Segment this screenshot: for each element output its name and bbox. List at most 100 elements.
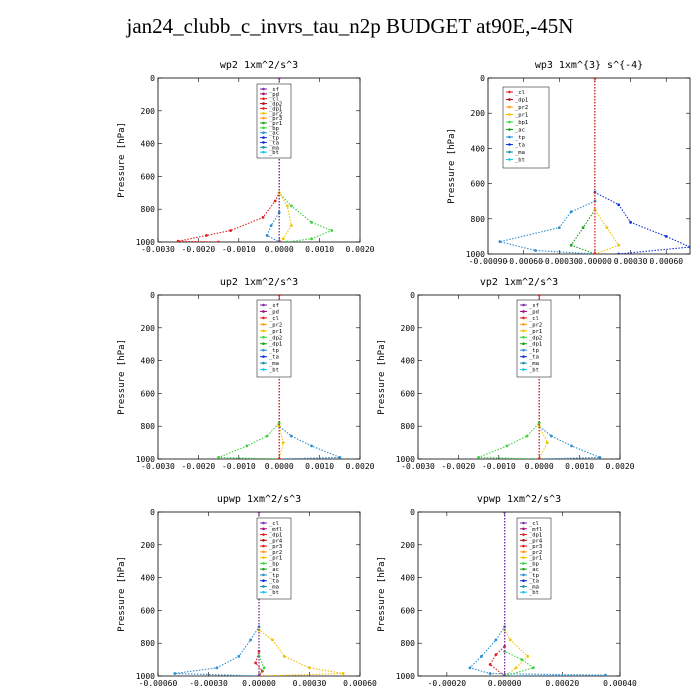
panel-title: wp3 1xm^{3} s^{-4}: [535, 60, 643, 71]
legend-entry: _pr2: [269, 111, 282, 117]
legend-marker: [508, 113, 511, 116]
legend-entry: _dp1: [269, 533, 282, 539]
legend-entry: _ma: [269, 145, 279, 151]
y-tick-label: 800: [401, 639, 416, 648]
legend-entry: _cl: [269, 316, 279, 322]
legend-marker: [262, 533, 265, 536]
legend-entry: _pr3: [269, 116, 282, 122]
series-point: [215, 666, 219, 670]
series-point: [498, 240, 502, 244]
legend-marker: [262, 92, 265, 96]
legend-entry: _tp: [269, 136, 279, 142]
legend-entry: _ma: [529, 584, 539, 590]
legend-entry: _pr1: [529, 329, 542, 335]
y-tick-label: 0: [150, 291, 155, 300]
x-tick-label: -0.0030: [141, 245, 175, 254]
legend-box: [256, 83, 292, 159]
series-point: [282, 654, 286, 658]
series-line-pr1: [278, 295, 284, 459]
x-tick-label: -0.0010: [222, 462, 256, 471]
series-point: [468, 666, 472, 670]
legend-marker: [262, 342, 265, 346]
legend-entry: _cl: [529, 316, 539, 322]
legend: _cl _dp1_pr2 _pr1_bp1 _ac_tp _ta_ma _bt: [502, 86, 550, 169]
series-point: [308, 666, 311, 670]
series-point: [514, 666, 518, 670]
legend-marker: [262, 97, 265, 101]
legend-entry: _tp: [529, 573, 539, 579]
series-point: [285, 240, 289, 242]
y-axis-label: Pressure [hPa]: [117, 122, 127, 198]
legend-entry: _ac: [269, 131, 279, 137]
legend-entry: _pd: [269, 309, 279, 315]
legend-entry: _dp1: [529, 342, 542, 348]
series-line-dp2: [218, 295, 280, 459]
budget-panel: vpwp 1xm^2/s^3 Pressure [hPa] 0 200 400 600 80…: [377, 494, 637, 688]
legend-entry: _bp1: [515, 120, 528, 126]
series-point: [664, 235, 668, 238]
x-tick-label: 0.00000: [578, 257, 612, 266]
y-tick-label: 0: [410, 291, 415, 300]
legend-box: [256, 299, 292, 378]
y-tick-label: 200: [471, 109, 486, 118]
series-point: [277, 424, 281, 428]
x-tick-label: -0.0020: [442, 462, 476, 471]
series-line-tp: [174, 512, 260, 676]
x-tick-label: 0.0020: [346, 245, 375, 254]
legend-marker: [262, 539, 265, 542]
series-point: [310, 220, 313, 224]
legend-entry: _bt: [515, 158, 525, 164]
legend-entry: _cl: [529, 521, 539, 527]
x-tick-label: 0.0020: [346, 462, 375, 471]
legend-marker: [262, 521, 265, 525]
budget-panel: wp2 1xm^2/s^3 Pressure [hPa] 0 200 400 600 800…: [117, 60, 375, 254]
legend: _sf_pd_cl_pr2_pr1_dp2_dp1_tp_ta_ma_bt: [256, 299, 292, 378]
x-tick-label: 0.00000: [242, 679, 276, 688]
x-tick-label: 0.00060: [343, 679, 377, 688]
legend-entry: _sf: [529, 303, 539, 309]
legend-marker: [522, 567, 525, 571]
legend-marker: [262, 335, 265, 339]
series-point: [310, 237, 313, 241]
series-line-dp2: [478, 295, 540, 459]
plot-frame: [417, 294, 621, 460]
legend-marker: [522, 544, 525, 548]
x-tick-label: 0.0000: [525, 462, 554, 471]
y-axis-label: Pressure [hPa]: [377, 339, 387, 415]
series-point: [505, 444, 509, 448]
series-point: [494, 653, 498, 657]
series-point: [229, 229, 233, 232]
y-tick-label: 800: [141, 639, 156, 648]
y-tick-label: 0: [410, 508, 415, 517]
legend-marker: [508, 128, 511, 131]
legend-entry: _bt: [269, 590, 279, 596]
x-tick-label: 0.0000: [265, 462, 294, 471]
y-tick-label: 1000: [396, 672, 415, 681]
series-point: [525, 434, 529, 438]
legend-entry: _bt: [269, 368, 279, 374]
series-point: [593, 252, 597, 254]
y-tick-label: 800: [141, 205, 156, 214]
series-point: [285, 204, 289, 208]
legend-marker: [508, 105, 511, 109]
legend-entry: _mfl: [529, 527, 542, 533]
series-point: [534, 249, 537, 252]
legend-marker: [522, 342, 525, 346]
series-point: [176, 239, 180, 242]
y-tick-label: 200: [141, 107, 156, 116]
series-point: [277, 78, 281, 80]
series-point: [617, 203, 621, 207]
y-tick-label: 0: [150, 74, 155, 83]
series-point: [557, 226, 561, 230]
panel-title: upwp 1xm^2/s^3: [217, 494, 301, 505]
legend-entry: _sf: [269, 87, 279, 93]
legend-entry: _pr4: [269, 538, 283, 544]
legend-marker: [262, 544, 265, 548]
legend-marker: [262, 141, 265, 144]
y-tick-label: 200: [141, 541, 156, 550]
series-point: [598, 455, 602, 459]
legend: _sf_pd_cl_pr2_pr1_dp2_dp1_tp_ta_ma_bt: [516, 299, 552, 378]
series-point: [526, 654, 530, 658]
panel-title: up2 1xm^2/s^3: [220, 277, 298, 288]
